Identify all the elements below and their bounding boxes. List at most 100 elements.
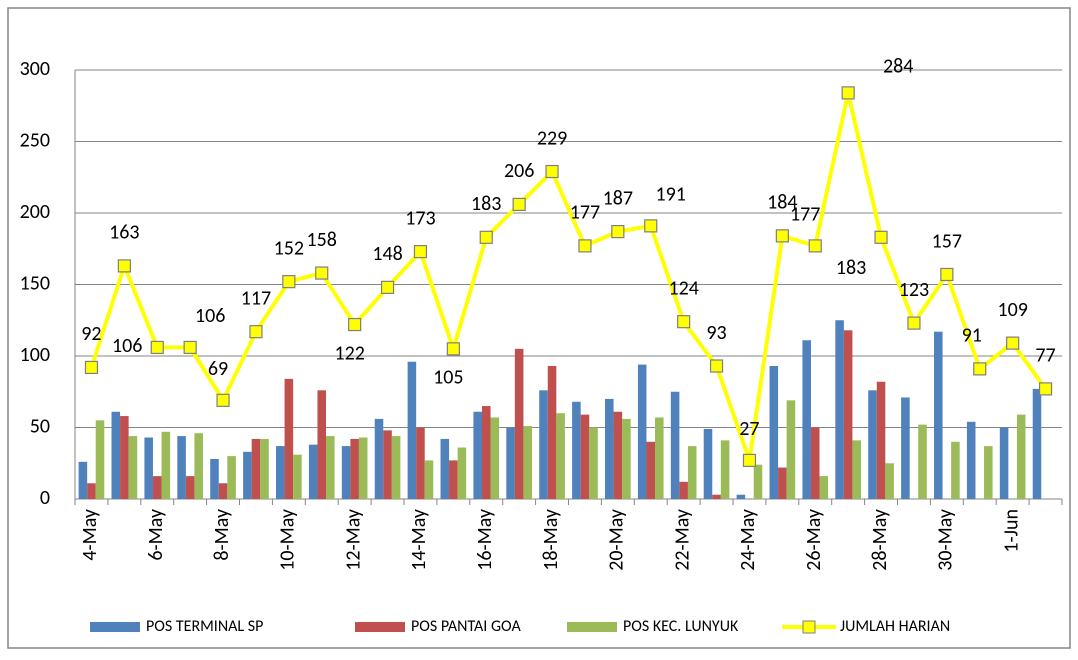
bar [1016,414,1026,499]
line-marker [578,239,592,253]
bar [95,420,105,499]
x-tick-label: 30-May [934,509,958,571]
x-tick-label: 20-May [605,509,629,571]
line-marker [183,340,197,355]
bar [622,418,631,499]
bar [350,438,359,499]
bar [424,460,434,499]
bar [802,340,811,499]
x-tick-label: 26-May [802,509,826,571]
data-label: 106 [112,334,142,358]
bar [655,417,664,499]
bar [843,330,853,499]
line-marker [775,229,789,243]
data-label: 183 [471,192,501,216]
line-marker [479,230,493,244]
bar [514,348,524,499]
bar [161,431,171,499]
x-tick-label: 8-May [210,509,234,561]
data-label: 177 [790,203,820,227]
x-tick-label: 14-May [407,509,431,571]
bar [416,427,425,499]
bar [720,440,730,499]
bar [407,361,417,499]
legend-label: POS PANTAI GOA [411,617,521,636]
line-marker [973,362,987,376]
bar [613,411,623,499]
line-marker [940,267,954,282]
line-marker [907,316,921,330]
bar [580,414,590,499]
bar [111,411,121,499]
bar [539,390,548,499]
bar [506,427,515,499]
bar [918,424,927,499]
data-label: 106 [195,304,225,328]
bar [637,364,647,499]
bar [308,444,318,499]
x-tick-label: 1-Jun [999,509,1023,553]
bar [589,427,598,499]
data-label: 183 [836,256,866,280]
bar [810,427,820,499]
data-label: 93 [706,321,726,345]
data-label: 77 [1035,344,1055,368]
bar [449,460,458,499]
x-tick-label: 12-May [341,509,365,571]
bar [769,366,779,499]
bar [605,398,614,499]
bar [218,483,228,499]
y-tick-label: 50 [30,414,50,438]
data-label: 92 [81,322,101,346]
line-marker [874,230,888,244]
bar [194,433,203,499]
line-marker [446,342,460,356]
bar [901,397,910,499]
line-marker [380,280,395,294]
bar [276,446,285,499]
bar [876,381,886,499]
legend-swatch [567,622,617,632]
bar [934,331,943,499]
bar [547,366,557,499]
line-marker [413,245,428,259]
bar [374,418,384,499]
bar [177,436,186,499]
y-tick-label: 150 [20,271,50,295]
bar [326,436,335,499]
data-label: 191 [656,183,686,207]
data-label: 187 [603,186,633,210]
bar [78,461,88,499]
data-label: 117 [241,286,271,310]
data-label: 184 [767,191,797,215]
y-tick-label: 250 [20,128,50,152]
bar [210,458,219,499]
legend-label: POS KEC. LUNYUK [623,617,739,636]
bar [457,447,467,499]
bar [473,411,482,499]
bar [523,426,532,499]
data-label: 173 [405,206,435,230]
data-label: 157 [932,229,962,253]
data-label: 152 [274,236,304,260]
legend-marker [802,620,816,634]
bar [868,390,877,499]
bar [753,464,763,499]
data-label: 123 [899,278,929,302]
bar [703,428,713,499]
bar [317,390,327,499]
line-marker [117,259,131,273]
bar [712,494,721,499]
data-label: 69 [208,357,228,381]
bar [481,406,491,499]
line-marker [808,239,822,253]
bar [951,441,960,499]
bar [391,436,401,499]
line-marker [1038,382,1053,396]
bar [490,417,500,499]
y-tick-label: 200 [20,200,50,224]
bar [358,437,368,499]
x-tick-label: 24-May [736,509,760,571]
bar [885,463,894,499]
